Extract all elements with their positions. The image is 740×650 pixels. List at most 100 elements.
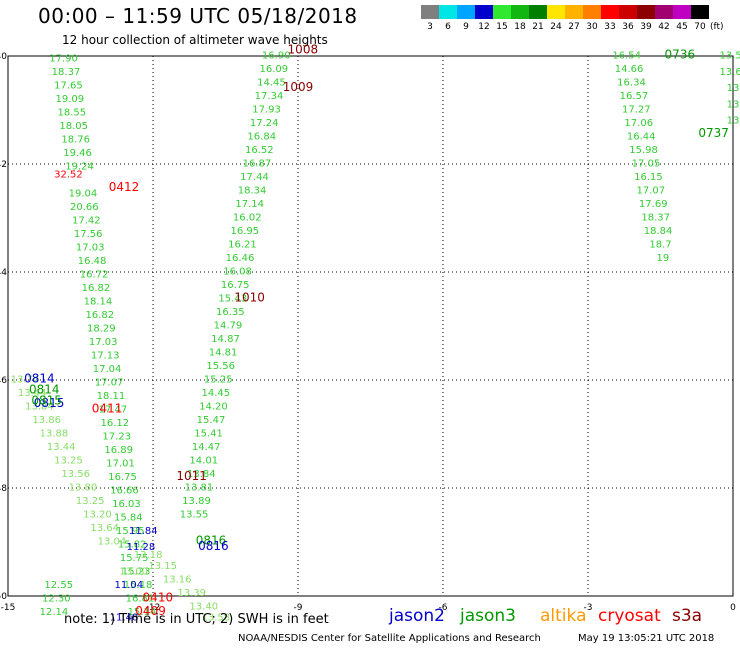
swh-value: 15.41 [194, 429, 223, 440]
swh-value: 15.47 [197, 415, 226, 426]
y-tick-label: -40 [0, 52, 7, 62]
swh-value: 16.52 [245, 145, 274, 156]
swh-value: 16.82 [82, 283, 111, 294]
time-label: 0816 [196, 534, 227, 548]
swh-value: 17.34 [255, 91, 284, 102]
swh-value: 12.30 [42, 593, 71, 604]
swh-value: 18.14 [84, 296, 113, 307]
scale-label: 24 [550, 22, 562, 32]
scale-label: 42 [658, 22, 670, 32]
swh-value: 13.81 [185, 483, 214, 494]
swh-value: 13.00 [119, 566, 148, 577]
footer-timestamp: May 19 13:05:21 UTC 2018 [578, 633, 715, 644]
swh-value: 17.93 [252, 105, 281, 116]
scale-label: 12 [478, 22, 490, 32]
swh-value: 15.98 [629, 145, 658, 156]
y-tick-label: -44 [0, 268, 7, 278]
swh-value: 16.21 [228, 240, 257, 251]
swh-value: 11.28 [127, 542, 156, 553]
scale-swatch: 21 [529, 5, 547, 32]
swh-value: 18.37 [52, 67, 81, 78]
swh-value: 13 [727, 116, 740, 127]
swh-value: 13.15 [148, 561, 177, 572]
swh-value: 16.02 [233, 213, 262, 224]
swh-value: 15.84 [114, 512, 143, 523]
scale-swatch: 24 [547, 5, 565, 32]
scale-label: 36 [622, 22, 634, 32]
swh-value: 16.84 [247, 132, 276, 143]
swh-value: 17.06 [624, 118, 653, 129]
time-label: 0411 [92, 401, 123, 415]
time-label: 0815 [31, 393, 62, 407]
swh-value: 11.48 [110, 612, 139, 623]
x-tick-label: -15 [1, 603, 16, 613]
swh-value: 13.20 [83, 510, 112, 521]
swh-value: 17.01 [106, 458, 135, 469]
swh-value: 13.64 [90, 523, 119, 534]
swh-value: 13.80 [69, 483, 98, 494]
footer-note: note: 1) Time is in UTC; 2) SWH is in fe… [64, 612, 329, 627]
time-label: 0410 [143, 590, 174, 604]
swh-value: 16.48 [78, 256, 107, 267]
time-label: 1010 [234, 291, 265, 305]
scale-swatch: 30 [583, 5, 601, 32]
swh-value: 16.54 [612, 51, 641, 62]
scale-label: 45 [676, 22, 688, 32]
scale-swatch: 3 [421, 5, 439, 32]
time-label: 0409 [135, 604, 166, 618]
swh-value: 14.66 [615, 64, 644, 75]
swh-value: 14.47 [192, 442, 221, 453]
swh-value: 20.66 [70, 202, 99, 213]
swh-value: 17.03 [89, 337, 118, 348]
swh-value: 14.01 [189, 456, 218, 467]
swh-value: 13.84 [187, 469, 216, 480]
scale-label: 70 [694, 22, 706, 32]
swh-value: 13.58 [202, 612, 231, 623]
swh-value: 13.25 [76, 496, 105, 507]
swh-value: 14.45 [257, 78, 286, 89]
swh-value: 16.72 [80, 269, 109, 280]
swh-value: 16.90 [262, 51, 291, 62]
swh-value: 19 [657, 253, 670, 264]
scale-label: 3 [427, 22, 433, 32]
x-tick-label: -9 [294, 603, 303, 613]
legend-altika: altika [540, 606, 587, 626]
time-label: 1008 [288, 42, 319, 56]
legend-jason2: jason2 [389, 606, 445, 626]
swh-value: 15.56 [206, 361, 235, 372]
swh-value: 16.12 [100, 418, 129, 429]
swh-value: 13.39 [177, 588, 206, 599]
scale-label: 18 [514, 22, 526, 32]
swh-value: 18.05 [59, 121, 88, 132]
swh-value: 13.04 [98, 537, 127, 548]
scale-swatch: 6 [439, 5, 457, 32]
swh-value: 13.6 [719, 67, 740, 78]
swh-value: 13.86 [32, 415, 61, 426]
x-tick-label: -12 [146, 603, 161, 613]
scale-swatch: 33 [601, 5, 619, 32]
swh-value: 13.5 [719, 51, 740, 62]
swh-value: 17.27 [622, 105, 651, 116]
swh-value: 16.09 [260, 64, 289, 75]
swh-value: 16.15 [634, 172, 663, 183]
scale-label: 21 [532, 22, 544, 32]
swh-value: 13.40 [189, 602, 218, 613]
swh-value: 18.11 [97, 391, 126, 402]
swh-value: 17.44 [240, 172, 269, 183]
swh-value: 19.24 [65, 161, 94, 172]
swh-value: 18.7 [649, 240, 671, 251]
swh-value: 13.44 [47, 442, 76, 453]
swh-value: 17.05 [632, 159, 661, 170]
time-label: 0736 [665, 48, 696, 62]
swh-value: 16.35 [216, 307, 245, 318]
scale-swatch: 39 [637, 5, 655, 32]
time-label: 0816 [198, 539, 229, 553]
swh-value: 14.87 [211, 334, 240, 345]
swh-value: 15.25 [204, 375, 233, 386]
swh-value: 16.81 [126, 593, 155, 604]
swh-value: 16.03 [112, 499, 141, 510]
swh-value: 13.84 [25, 402, 54, 413]
swh-value: 17.23 [102, 431, 131, 442]
legend-cryosat: cryosat [598, 606, 661, 626]
swh-value: 13.56 [61, 469, 90, 480]
